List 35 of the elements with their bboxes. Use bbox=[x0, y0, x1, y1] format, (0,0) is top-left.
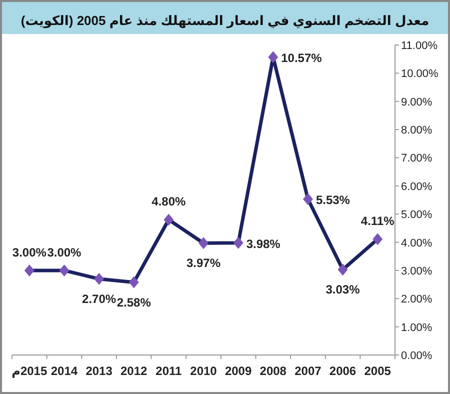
y-tick-label: 3.00% bbox=[401, 265, 432, 278]
y-tick-label: 0.00% bbox=[401, 350, 432, 362]
x-tick-label: 2014 bbox=[50, 364, 78, 378]
data-label: 4.11% bbox=[360, 214, 395, 228]
x-tick-label: 2015م bbox=[12, 364, 48, 378]
y-tick-label: 7.00% bbox=[401, 152, 432, 165]
data-label: 3.97% bbox=[186, 256, 221, 270]
data-label: 2.58% bbox=[116, 295, 152, 310]
x-tick-label: 2006 bbox=[329, 364, 356, 378]
data-label: 2.70% bbox=[82, 292, 116, 306]
x-tick-label: 2005 bbox=[364, 364, 392, 378]
y-tick-label: 6.00% bbox=[401, 180, 432, 193]
data-label: 3.98% bbox=[246, 236, 281, 251]
x-tick-label: 2010 bbox=[190, 364, 218, 378]
y-tick-label: 9.00% bbox=[401, 96, 432, 108]
y-tick-label: 1.00% bbox=[401, 322, 432, 334]
y-tick-label: 5.00% bbox=[401, 209, 432, 222]
y-tick-label: 4.00% bbox=[401, 237, 432, 250]
x-tick-label: 2012 bbox=[120, 364, 148, 378]
y-tick-label: 11.00% bbox=[401, 40, 438, 52]
x-tick-label: 2009 bbox=[224, 364, 252, 378]
data-label: 10.57% bbox=[281, 51, 322, 66]
x-tick-label: 2007 bbox=[294, 364, 322, 378]
y-tick-label: 2.00% bbox=[401, 294, 432, 306]
data-label: 3.00% bbox=[47, 245, 82, 260]
y-tick-label: 8.00% bbox=[401, 124, 432, 137]
data-label: 3.00% bbox=[12, 245, 47, 260]
x-tick-label: 2011 bbox=[156, 364, 182, 378]
data-label: 5.53% bbox=[316, 193, 350, 208]
data-label: 4.80% bbox=[152, 194, 186, 209]
x-tick-label: 2013 bbox=[86, 364, 113, 378]
chart-title: معدل التضخم السنوي في اسعار المستهلك منذ عام 2005 (الكويت) bbox=[20, 13, 430, 29]
y-tick-label: 10.00% bbox=[401, 68, 439, 80]
x-tick-label: 2008 bbox=[260, 364, 287, 378]
data-label: 3.03% bbox=[326, 282, 360, 297]
